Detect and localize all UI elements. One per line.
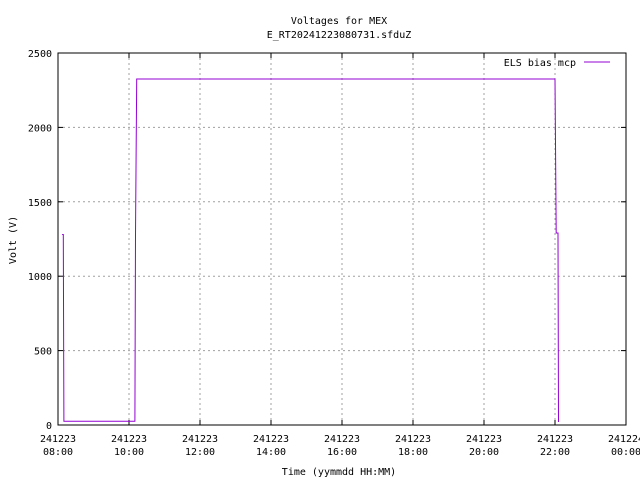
x-tick-label-date: 241223 [537, 434, 573, 445]
y-tick-label: 1500 [28, 198, 52, 209]
x-tick-label-date: 241223 [324, 434, 360, 445]
x-tick-label-time: 16:00 [327, 447, 357, 458]
chart-subtitle: E_RT20241223080731.sfduZ [267, 30, 412, 41]
x-tick-label-time: 22:00 [540, 447, 570, 458]
label-layer: 0 500 1000 1500 2000 2500 241223 08:00 241223 10:… [28, 49, 640, 458]
x-tick-label-date: 241223 [466, 434, 502, 445]
series-layer [62, 78, 559, 423]
x-tick-label-time: 08:00 [43, 447, 73, 458]
x-tick-label-date: 241224 [608, 434, 640, 445]
legend: ELS bias mcp [504, 58, 610, 69]
legend-label: ELS bias mcp [504, 58, 576, 69]
x-tick-label-date: 241223 [182, 434, 218, 445]
x-tick-label-time: 14:00 [256, 447, 286, 458]
chart-title: Voltages for MEX [291, 16, 387, 27]
x-tick-label-date: 241223 [40, 434, 76, 445]
tick-layer [57, 52, 627, 426]
grid-layer [58, 53, 626, 425]
x-tick-label-time: 20:00 [469, 447, 499, 458]
y-tick-label: 1000 [28, 272, 52, 283]
y-tick-label: 0 [46, 421, 52, 432]
y-tick-label: 2000 [28, 123, 52, 134]
series-line [62, 78, 559, 423]
x-tick-label-time: 12:00 [185, 447, 215, 458]
y-tick-label: 2500 [28, 49, 52, 60]
x-tick-label-time: 18:00 [398, 447, 428, 458]
y-tick-label: 500 [34, 347, 52, 358]
y-axis-label: Volt (V) [8, 216, 19, 264]
x-tick-label-time: 00:00 [611, 447, 640, 458]
x-tick-label-date: 241223 [253, 434, 289, 445]
x-tick-label-date: 241223 [111, 434, 147, 445]
x-tick-label-date: 241223 [395, 434, 431, 445]
x-axis-label: Time (yymmdd HH:MM) [282, 467, 396, 478]
x-tick-label-time: 10:00 [114, 447, 144, 458]
